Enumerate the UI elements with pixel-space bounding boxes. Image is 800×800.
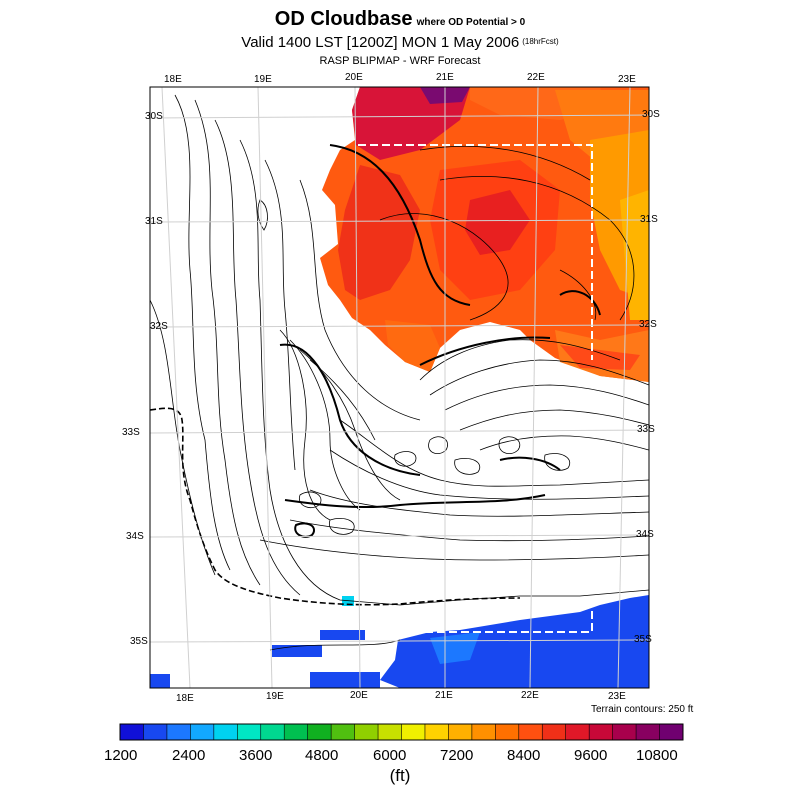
lat-label-left: 35S	[130, 636, 148, 647]
colorbar-swatch	[542, 724, 567, 740]
colorbar-swatch	[143, 724, 168, 740]
model-name: RASP BLIPMAP - WRF Forecast	[319, 55, 481, 67]
coastline	[150, 407, 521, 606]
colorbar-swatch	[589, 724, 613, 740]
lat-label-right: 30S	[642, 109, 660, 120]
lat-label-right: 33S	[637, 424, 655, 435]
lat-label-left: 34S	[126, 531, 144, 542]
map-content	[150, 87, 649, 688]
colorbar-swatch	[495, 724, 520, 740]
colorbar-swatch	[378, 724, 402, 740]
lat-label-left: 33S	[122, 427, 140, 438]
colorbar-tick-label: 8400	[507, 747, 541, 764]
colorbar-tick-label: 9600	[574, 747, 608, 764]
lat-label-left: 32S	[150, 321, 168, 332]
lon-label-bottom: 23E	[608, 691, 626, 702]
colorbar-swatch	[518, 724, 543, 740]
colorbar-swatch	[424, 724, 449, 740]
colorbar-tick-label: 10800	[636, 747, 678, 764]
lon-label-bottom: 21E	[435, 690, 453, 701]
cloudbase-field-north	[320, 87, 649, 382]
map-frame	[149, 86, 650, 689]
colorbar-swatch	[331, 724, 355, 740]
title-note: where OD Potential > 0	[416, 17, 526, 28]
lon-label-bottom: 22E	[521, 690, 539, 701]
colorbar-swatch	[307, 724, 332, 740]
lat-label-right: 35S	[634, 634, 652, 645]
colorbar-tick-label: 4800	[305, 747, 339, 764]
lon-label-top: 19E	[254, 74, 272, 85]
colorbar-swatch	[636, 724, 660, 740]
colorbar-tick-label: 7200	[440, 747, 474, 764]
colorbar-swatch	[471, 724, 496, 740]
title-main: OD Cloudbase	[274, 8, 413, 30]
colorbar-tick-label: 6000	[373, 747, 407, 764]
lat-label-right: 31S	[640, 214, 658, 225]
terrain-note: Terrain contours: 250 ft	[591, 704, 694, 715]
colorbar-swatch	[213, 724, 238, 740]
province-boundary	[358, 144, 593, 633]
map-title: OD Cloudbase where OD Potential > 0	[0, 8, 800, 31]
colorbar-swatch	[166, 724, 191, 740]
forecast-hours: (18hrFcst)	[522, 37, 559, 46]
colorbar-tick-label: 1200	[104, 747, 138, 764]
terrain-contours-major	[279, 144, 601, 538]
colorbar-swatch	[260, 724, 285, 740]
colorbar-swatch	[284, 724, 308, 740]
lon-label-top: 23E	[618, 74, 636, 85]
lat-label-right: 34S	[636, 529, 654, 540]
lon-label-top: 22E	[527, 72, 545, 83]
lat-label-right: 32S	[639, 319, 657, 330]
cloudbase-field-south	[150, 595, 649, 688]
colorbar-swatch	[401, 724, 426, 740]
valid-text: Valid 1400 LST [1200Z] MON 1 May 2006	[241, 34, 520, 51]
colorbar-swatch	[120, 724, 144, 740]
colorbar-tick-label: 2400	[172, 747, 206, 764]
lon-label-bottom: 19E	[266, 691, 284, 702]
colorbar	[119, 723, 684, 741]
colorbar-swatch	[354, 724, 379, 740]
colorbar-swatch	[448, 724, 473, 740]
colorbar-swatch	[659, 724, 684, 740]
gridlines	[150, 87, 649, 688]
colorbar-swatch	[612, 724, 637, 740]
colorbar-units: (ft)	[389, 766, 411, 785]
lat-label-left: 30S	[145, 111, 163, 122]
valid-time: Valid 1400 LST [1200Z] MON 1 May 2006 (18…	[0, 34, 800, 51]
colorbar-swatch	[237, 724, 262, 740]
lon-label-top: 21E	[436, 72, 454, 83]
lon-label-top: 18E	[164, 74, 182, 85]
colorbar-tick-label: 3600	[239, 747, 273, 764]
lon-label-bottom: 20E	[350, 690, 368, 701]
colorbar-swatch	[565, 724, 590, 740]
lon-label-bottom: 18E	[176, 693, 194, 704]
lon-label-top: 20E	[345, 72, 363, 83]
colorbar-swatch	[190, 724, 215, 740]
lat-label-left: 31S	[145, 216, 163, 227]
